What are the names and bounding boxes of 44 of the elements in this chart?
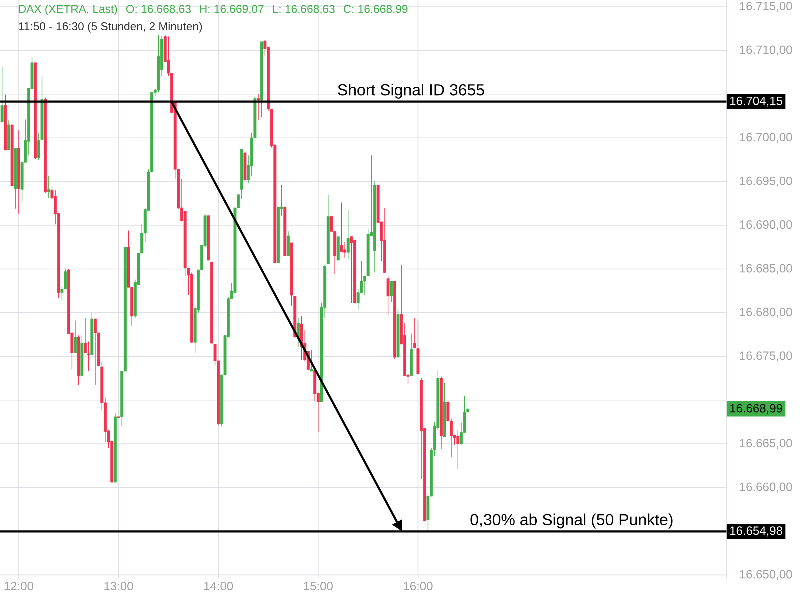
candlestick — [344, 242, 347, 258]
candlestick — [314, 370, 317, 402]
ref-line-label: 16.654,98 — [730, 526, 782, 537]
y-tick-label: 16.685,00 — [740, 264, 792, 274]
candlestick — [0, 66, 4, 123]
annotation: H: 16.669,07 — [200, 5, 264, 15]
candlestick — [74, 320, 77, 354]
x-tick-label: 15:00 — [304, 582, 333, 591]
candlestick — [336, 236, 340, 261]
x-tick-label: 14:00 — [204, 582, 234, 591]
x-tick-label: 16:00 — [404, 582, 433, 591]
candlestick — [310, 350, 314, 372]
annotation: 0,30% ab Signal (50 Punkte) — [470, 514, 673, 529]
y-tick-label: 16.680,00 — [740, 308, 792, 318]
annotation: O: 16.668,63 — [126, 5, 191, 15]
y-tick-label: 16.675,00 — [740, 352, 792, 362]
candlestick — [386, 276, 390, 316]
y-tick-label: 16.715,00 — [740, 2, 792, 12]
annotation: L: 16.668,63 — [273, 5, 335, 15]
x-tick-label: 12:00 — [4, 582, 34, 591]
ref-line-label: 16.704,15 — [730, 96, 782, 107]
candlestick — [257, 94, 260, 121]
candlestick — [287, 231, 290, 256]
text: 11:50 - 16:30 (5 Stunden, 2 Minuten) — [19, 22, 202, 33]
annotation: C: 16.668,99 — [344, 5, 408, 15]
y-tick-label: 16.700,00 — [740, 133, 792, 144]
candlestick — [87, 341, 90, 372]
y-tick-label: 16.660,00 — [740, 482, 792, 493]
candlestick — [413, 318, 416, 348]
y-tick-label: 16.665,00 — [740, 439, 792, 449]
text: 16.668,99 — [730, 404, 782, 414]
chart-title: DAX (XETRA, Last) — [19, 4, 118, 16]
candlestick — [390, 281, 394, 303]
y-tick-label: 16.650,00 — [740, 570, 792, 580]
y-tick-label: 16.690,00 — [740, 220, 792, 230]
candlestick — [456, 430, 460, 470]
y-tick-label: 16.710,00 — [740, 46, 792, 56]
annotation: Short Signal ID 3655 — [338, 84, 484, 99]
candlestick — [346, 210, 350, 260]
candlestick — [47, 176, 50, 199]
y-tick-label: 16.695,00 — [740, 176, 792, 187]
candlestick — [94, 318, 97, 386]
candlestick — [350, 236, 354, 304]
x-tick-label: 13:00 — [104, 582, 134, 591]
